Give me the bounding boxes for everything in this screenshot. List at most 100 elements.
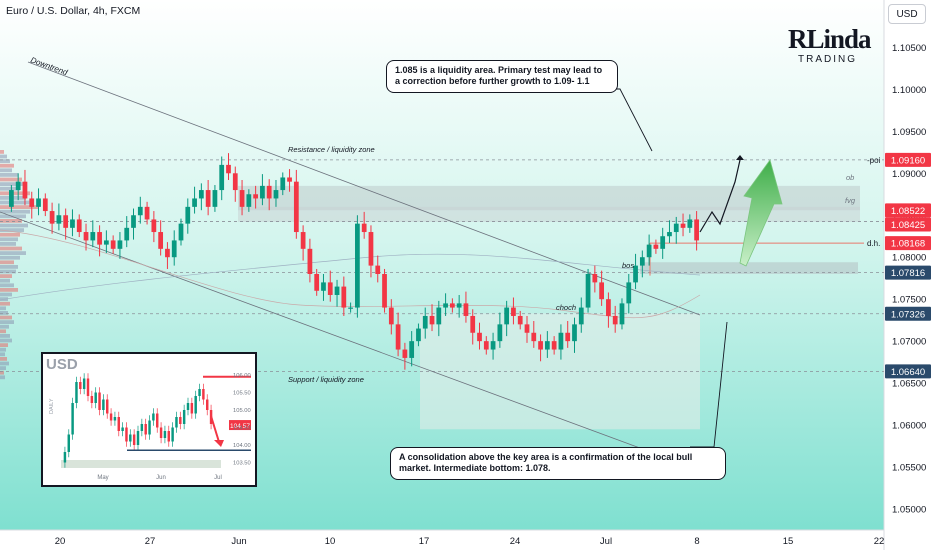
currency-button[interactable]: USD <box>888 4 926 24</box>
inset-candle-body <box>140 424 144 431</box>
x-tick-label: 27 <box>145 536 156 547</box>
inset-candle-body <box>167 431 170 442</box>
candle-body <box>185 206 191 224</box>
projection-arrowhead <box>736 155 744 160</box>
inset-x-tick: Jul <box>214 475 222 481</box>
inset-candle-body <box>159 427 163 438</box>
volume-bar <box>0 311 8 315</box>
x-tick-label: 10 <box>325 536 336 547</box>
volume-bar <box>0 370 4 375</box>
volume-bar <box>0 223 28 228</box>
volume-bar <box>0 242 16 246</box>
candle-body <box>409 341 415 358</box>
x-tick-label: 15 <box>783 536 794 547</box>
candle-body <box>606 299 611 316</box>
candle-body <box>626 282 632 304</box>
candle-body <box>110 240 116 249</box>
volume-bar <box>0 251 26 255</box>
volume-bar <box>0 278 10 283</box>
volume-bar <box>0 173 18 177</box>
y-tick-label: 1.10500 <box>892 43 926 54</box>
candle-body <box>687 219 693 228</box>
candle-body <box>456 303 462 308</box>
candle-body <box>572 324 577 342</box>
volume-bar <box>0 269 16 274</box>
volume-bar <box>0 347 6 352</box>
volume-bar <box>0 366 6 370</box>
volume-bar <box>0 232 20 237</box>
inset-candle-body <box>79 382 82 389</box>
poi-label: -poi <box>867 156 881 165</box>
volume-bar <box>0 361 9 366</box>
volume-bar <box>0 237 18 242</box>
candle-body <box>511 307 516 316</box>
price-tag-bg <box>885 236 931 251</box>
volume-bar <box>0 219 22 223</box>
inset-candle-body <box>98 392 101 410</box>
y-tick-label: 1.07500 <box>892 295 926 306</box>
candle-body <box>63 215 69 228</box>
inset-candle-body <box>86 378 90 396</box>
volume-bar <box>0 228 24 232</box>
candle-body <box>694 219 699 241</box>
logo-sub-text: TRADING <box>798 54 857 65</box>
volume-bar <box>0 246 22 251</box>
inset-candle-body <box>156 413 159 428</box>
candle-body <box>42 198 48 212</box>
inset-candle-body <box>117 417 120 431</box>
inset-candle-body <box>94 392 97 403</box>
y-tick-label: 1.09500 <box>892 127 926 138</box>
candle-body <box>280 177 286 191</box>
candle-body <box>321 282 326 291</box>
candle-body <box>97 232 102 245</box>
candle-body <box>293 181 299 233</box>
volume-bar <box>0 334 10 338</box>
inset-candle-body <box>198 389 201 396</box>
inset-canvas: 104.57 106.00 105.50 105.00 104.50 104.00 103.… <box>49 373 251 481</box>
candle-body <box>124 227 130 241</box>
candle-body <box>205 190 211 207</box>
inset-y-tick: 106.00 <box>233 373 251 379</box>
volume-bar <box>0 265 18 269</box>
candle-body <box>592 274 598 283</box>
candle-body <box>341 286 347 308</box>
candle-body <box>198 190 204 199</box>
price-tag-label: 1.06640 <box>891 367 925 378</box>
inset-candle-body <box>82 378 86 389</box>
candle-body <box>144 206 150 220</box>
inset-candle-body <box>148 420 151 435</box>
projected-path <box>699 159 741 233</box>
inset-title: USD <box>46 356 78 373</box>
candle-body <box>348 307 353 309</box>
inset-price-tag-bg <box>229 420 251 431</box>
inset-candle-body <box>121 427 124 431</box>
candle-body <box>667 232 672 237</box>
volume-bar <box>0 338 12 343</box>
choch-label: choch <box>556 303 576 312</box>
inset-y-tick: 104.00 <box>233 443 251 449</box>
volume-bar <box>0 191 30 196</box>
projection-path <box>600 88 783 448</box>
inset-y-tick: 105.50 <box>233 391 251 397</box>
candle-body <box>131 215 136 228</box>
candle-body <box>361 223 367 233</box>
candle-body <box>300 232 306 249</box>
candle-body <box>368 232 374 266</box>
y-tick-label: 1.05500 <box>892 463 926 474</box>
moving-average-2 <box>0 253 701 301</box>
bos-label: bos <box>622 261 634 270</box>
candle-body <box>273 190 279 199</box>
moving-average <box>0 229 701 319</box>
volume-bar <box>0 200 34 205</box>
candle-body <box>212 190 218 207</box>
inset-candle-body <box>67 434 70 452</box>
volume-profile <box>0 150 38 380</box>
volume-bar <box>0 375 5 380</box>
price-tag-label: 1.07326 <box>891 309 925 320</box>
candle-body <box>477 332 482 342</box>
inset-candle-body <box>182 410 186 424</box>
volume-bar <box>0 205 38 209</box>
y-tick-label: 1.07000 <box>892 337 926 348</box>
candle-body <box>287 177 292 182</box>
inset-candle-body <box>90 396 94 403</box>
